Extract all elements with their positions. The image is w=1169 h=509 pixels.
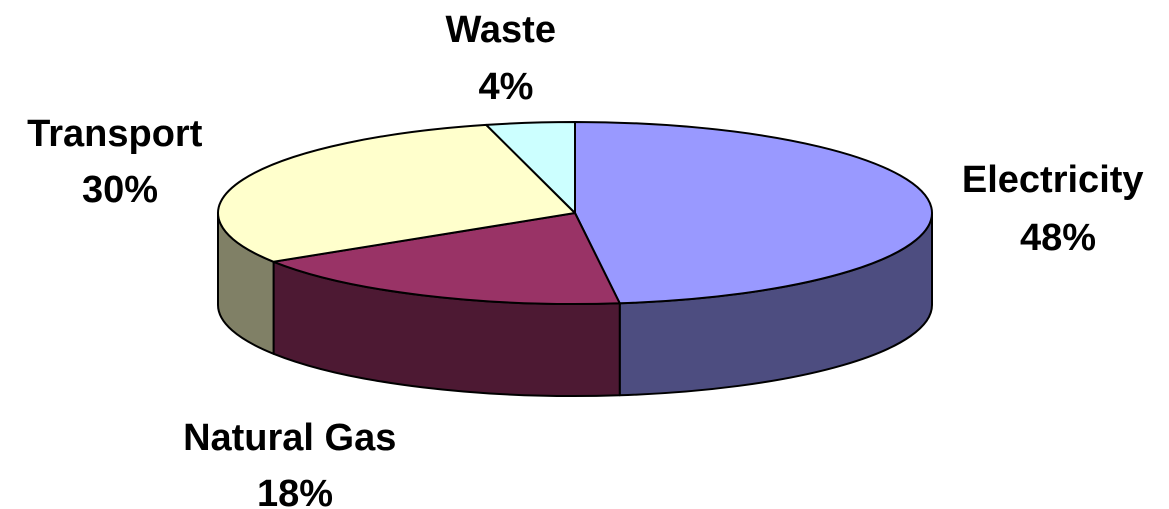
pie-slice-electricity (574, 121, 933, 305)
label-natural-gas: Natural Gas 18% (183, 417, 407, 509)
label-transport-value: 30% (82, 169, 158, 211)
label-electricity: Electricity 48% (962, 159, 1154, 259)
label-waste: Waste 4% (445, 9, 566, 108)
pie-slice-transport (217, 123, 576, 263)
pie-sides (217, 212, 933, 397)
label-natural-gas-name: Natural Gas (183, 417, 396, 459)
label-waste-value: 4% (479, 66, 534, 108)
pie-slice-waste (485, 121, 576, 214)
label-transport-name: Transport (27, 113, 203, 155)
label-electricity-name: Electricity (962, 159, 1144, 201)
label-natural-gas-value: 18% (257, 473, 333, 509)
label-transport: Transport 30% (27, 113, 213, 211)
label-waste-name: Waste (445, 9, 556, 51)
pie-tops (217, 121, 933, 305)
pie-slice-natural-gas (272, 212, 621, 305)
label-electricity-value: 48% (1020, 217, 1096, 259)
